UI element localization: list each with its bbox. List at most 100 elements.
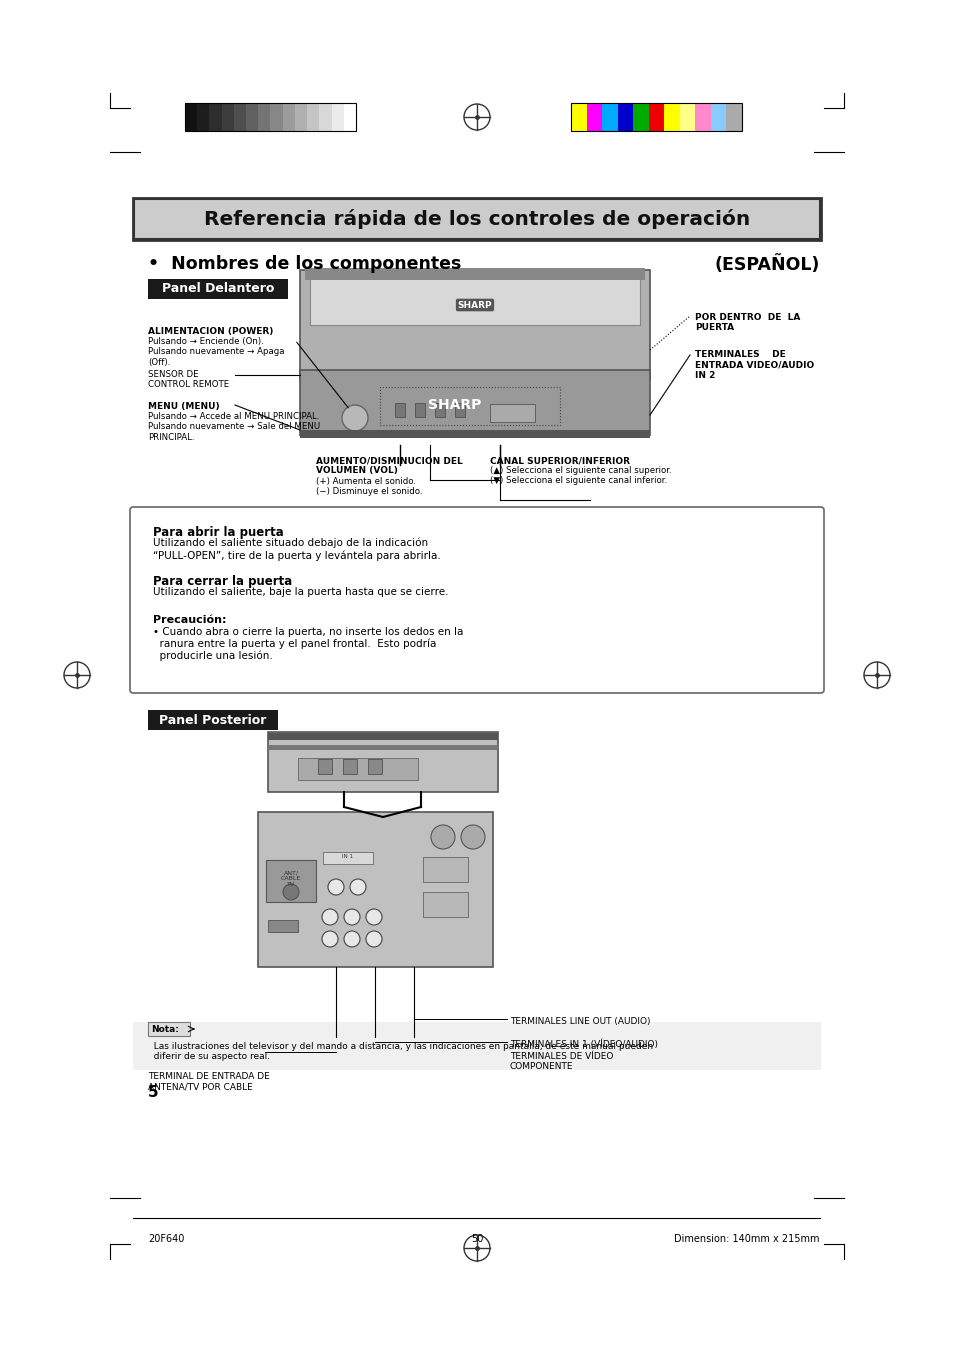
- Text: Precaución:: Precaución:: [152, 615, 226, 626]
- Circle shape: [350, 880, 366, 894]
- Bar: [415, 403, 424, 417]
- Bar: [299, 270, 649, 380]
- Text: ANT/
CABLE
TV: ANT/ CABLE TV: [280, 870, 301, 888]
- Text: SHARP: SHARP: [428, 399, 481, 412]
- Bar: [455, 403, 464, 417]
- Circle shape: [431, 825, 455, 848]
- Bar: [319, 103, 332, 131]
- Bar: [343, 103, 355, 131]
- Bar: [323, 852, 373, 865]
- Text: ALIMENTACION (POWER): ALIMENTACION (POWER): [148, 327, 274, 336]
- Text: Pulsando → Accede al MENU PRINCIPAL.
Pulsando nuevamente → Sale del MENU
PRINCIP: Pulsando → Accede al MENU PRINCIPAL. Pul…: [148, 412, 320, 442]
- Bar: [185, 103, 355, 131]
- Bar: [282, 103, 294, 131]
- Bar: [148, 1021, 190, 1036]
- Text: TERMINALES IN 1 (VÍDEO/AUDIO): TERMINALES IN 1 (VÍDEO/AUDIO): [510, 1040, 658, 1050]
- Text: Nota:: Nota:: [151, 1024, 178, 1034]
- Text: TERMINALES LINE OUT (AUDIO): TERMINALES LINE OUT (AUDIO): [510, 1017, 650, 1025]
- Bar: [221, 103, 233, 131]
- Text: Pulsando → Enciende (On).
Pulsando nuevamente → Apaga
(Off).: Pulsando → Enciende (On). Pulsando nueva…: [148, 336, 284, 367]
- Circle shape: [322, 909, 337, 925]
- Bar: [268, 744, 497, 750]
- Text: (▲) Selecciona el siguiente canal superior.
(▼) Selecciona el siguiente canal in: (▲) Selecciona el siguiente canal superi…: [490, 466, 671, 485]
- Bar: [307, 103, 319, 131]
- Text: TERMINALES DE VÍDEO
COMPONENTE: TERMINALES DE VÍDEO COMPONENTE: [510, 1052, 613, 1071]
- Text: SHARP: SHARP: [457, 300, 492, 309]
- Text: TERMINALES    DE
ENTRADA VIDEO/AUDIO
IN 2: TERMINALES DE ENTRADA VIDEO/AUDIO IN 2: [695, 350, 814, 380]
- Text: VOLUMEN (VOL): VOLUMEN (VOL): [315, 466, 397, 476]
- Bar: [257, 812, 493, 967]
- Text: 5: 5: [148, 1085, 158, 1100]
- Bar: [268, 734, 497, 740]
- Text: 50: 50: [471, 1233, 482, 1244]
- Bar: [299, 370, 649, 435]
- Text: POR DENTRO  DE  LA
PUERTA: POR DENTRO DE LA PUERTA: [695, 313, 800, 332]
- Text: Dimension: 140mm x 215mm: Dimension: 140mm x 215mm: [674, 1233, 820, 1244]
- Text: SENSOR DE
CONTROL REMOTE: SENSOR DE CONTROL REMOTE: [148, 370, 229, 389]
- Circle shape: [344, 931, 359, 947]
- Bar: [332, 103, 343, 131]
- Circle shape: [322, 931, 337, 947]
- Bar: [663, 103, 679, 131]
- Bar: [133, 199, 820, 239]
- Bar: [299, 430, 649, 438]
- Text: Panel Delantero: Panel Delantero: [162, 282, 274, 296]
- Bar: [710, 103, 725, 131]
- Circle shape: [283, 884, 298, 900]
- Bar: [268, 920, 297, 932]
- Bar: [395, 403, 405, 417]
- Bar: [379, 386, 559, 426]
- Bar: [617, 103, 633, 131]
- Bar: [297, 758, 417, 780]
- Text: Utilizando el saliente, baje la puerta hasta que se cierre.: Utilizando el saliente, baje la puerta h…: [152, 586, 448, 597]
- Bar: [271, 103, 282, 131]
- Text: AUMENTO/DISMINUCION DEL: AUMENTO/DISMINUCION DEL: [315, 457, 462, 465]
- Bar: [210, 103, 221, 131]
- Circle shape: [341, 405, 368, 431]
- Text: (ESPAÑOL): (ESPAÑOL): [714, 255, 820, 274]
- Bar: [305, 267, 644, 280]
- Bar: [185, 103, 197, 131]
- Bar: [422, 892, 468, 917]
- Text: Utilizando el saliente situado debajo de la indicación
“PULL-OPEN”, tire de la p: Utilizando el saliente situado debajo de…: [152, 538, 440, 561]
- Bar: [148, 280, 288, 299]
- Bar: [435, 403, 444, 417]
- Text: MENU (MENU): MENU (MENU): [148, 403, 219, 411]
- Text: Referencia rápida de los controles de operación: Referencia rápida de los controles de op…: [204, 209, 749, 230]
- Bar: [266, 861, 315, 902]
- Text: 20F640: 20F640: [148, 1233, 184, 1244]
- Text: IN 1: IN 1: [342, 854, 354, 859]
- FancyBboxPatch shape: [130, 507, 823, 693]
- Bar: [317, 759, 332, 774]
- Bar: [571, 103, 586, 131]
- Bar: [725, 103, 741, 131]
- Text: Para cerrar la puerta: Para cerrar la puerta: [152, 576, 292, 588]
- Bar: [648, 103, 663, 131]
- Circle shape: [460, 825, 484, 848]
- Bar: [197, 103, 210, 131]
- Bar: [136, 199, 817, 236]
- Text: • Cuando abra o cierre la puerta, no inserte los dedos en la
  ranura entre la p: • Cuando abra o cierre la puerta, no ins…: [152, 627, 463, 662]
- Circle shape: [366, 931, 381, 947]
- Text: (+) Aumenta el sonido.
(−) Disminuye el sonido.: (+) Aumenta el sonido. (−) Disminuye el …: [315, 477, 422, 496]
- Text: TERMINAL DE ENTRADA DE
ANTENA/TV POR CABLE: TERMINAL DE ENTRADA DE ANTENA/TV POR CAB…: [148, 1071, 270, 1092]
- Bar: [422, 857, 468, 882]
- Bar: [148, 711, 277, 730]
- Circle shape: [328, 880, 344, 894]
- Bar: [490, 404, 535, 422]
- Bar: [294, 103, 307, 131]
- Bar: [601, 103, 617, 131]
- Bar: [571, 103, 741, 131]
- Bar: [132, 1021, 821, 1070]
- Bar: [233, 103, 246, 131]
- Bar: [343, 759, 356, 774]
- Bar: [132, 199, 821, 240]
- Circle shape: [366, 909, 381, 925]
- Text: Las ilustraciones del televisor y del mando a distancia, y las indicaciones en p: Las ilustraciones del televisor y del ma…: [148, 1042, 653, 1062]
- Bar: [695, 103, 710, 131]
- Bar: [268, 732, 497, 792]
- Bar: [633, 103, 648, 131]
- Text: •  Nombres de los componentes: • Nombres de los componentes: [148, 255, 461, 273]
- Text: Panel Posterior: Panel Posterior: [159, 713, 267, 727]
- Bar: [679, 103, 695, 131]
